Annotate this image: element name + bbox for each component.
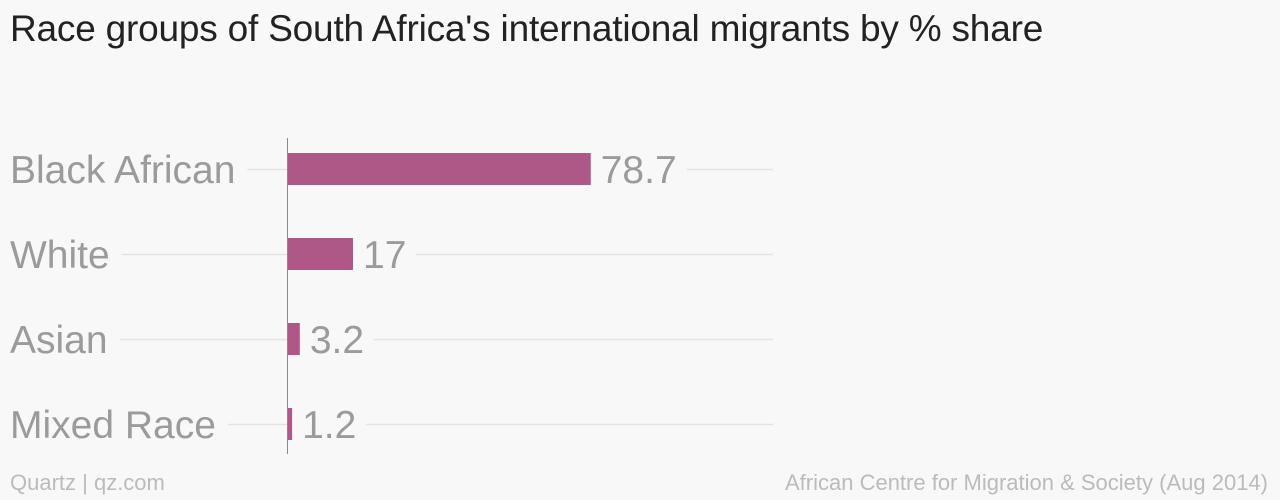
category-label: Asian xyxy=(10,319,108,362)
value-label: 1.2 xyxy=(302,404,356,447)
bar-chart: Black African 78.7 White 17 Asian 3.2 Mixed Ra… xyxy=(10,138,773,454)
value-label: 17 xyxy=(363,234,406,277)
bars xyxy=(287,153,591,440)
bar xyxy=(287,408,293,440)
grid-lines xyxy=(119,168,773,426)
labels: Black African 78.7 White 17 Asian 3.2 Mixed Ra… xyxy=(10,149,677,447)
source-text: African Centre for Migration & Society (… xyxy=(784,470,1268,495)
category-label: Mixed Race xyxy=(10,404,216,447)
bar xyxy=(287,323,300,355)
credit-text: Quartz | qz.com xyxy=(10,470,165,495)
bar xyxy=(287,153,591,185)
chart-title: Race groups of South Africa's internatio… xyxy=(10,8,1044,49)
value-label: 78.7 xyxy=(601,149,677,192)
bar xyxy=(287,238,354,270)
category-label: White xyxy=(10,234,110,277)
category-label: Black African xyxy=(10,149,235,192)
value-label: 3.2 xyxy=(310,319,364,362)
